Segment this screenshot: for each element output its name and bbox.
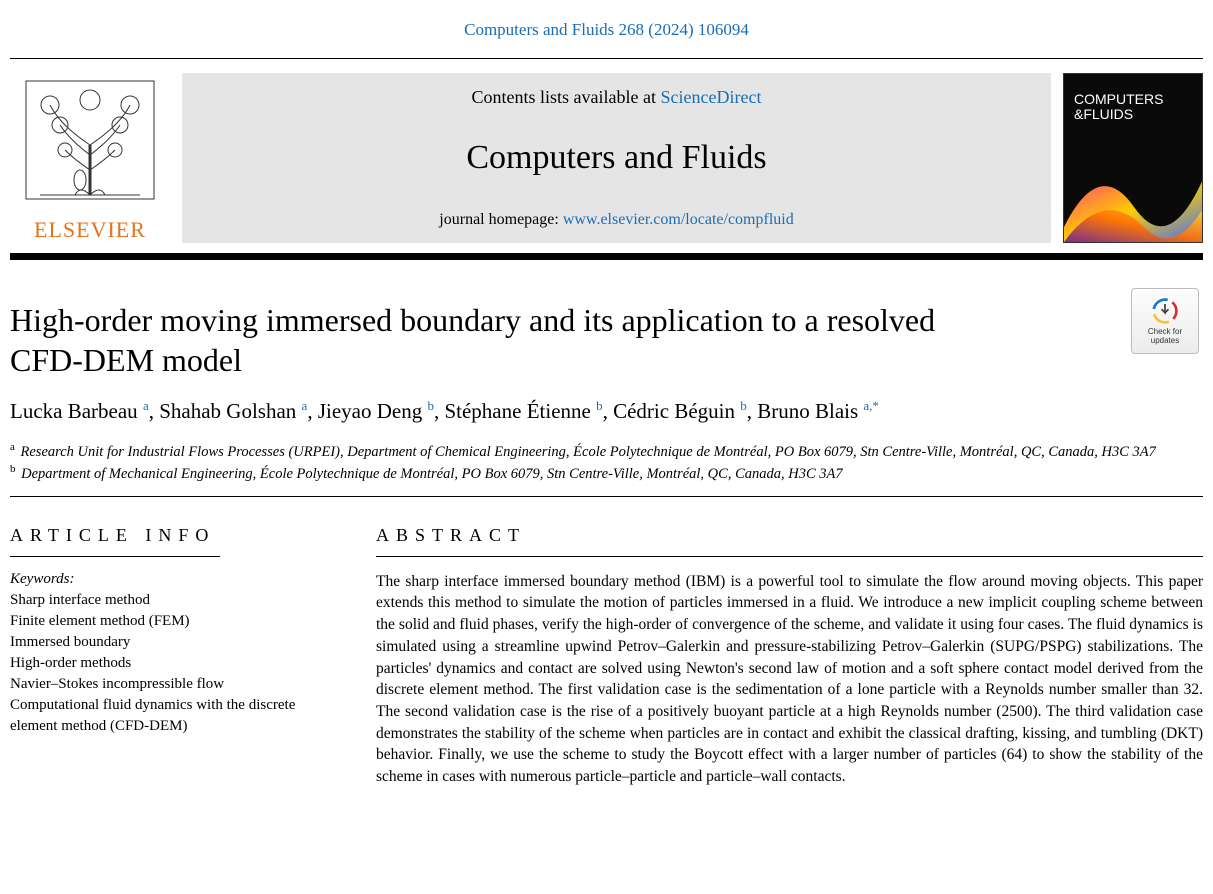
affiliation: a Research Unit for Industrial Flows Pro… <box>10 440 1203 462</box>
abstract-column: ABSTRACT The sharp interface immersed bo… <box>376 525 1203 788</box>
abstract-rule <box>376 556 1203 557</box>
cover-image: COMPUTERS &FLUIDS <box>1063 73 1203 243</box>
author: Cédric Béguin b <box>613 399 747 423</box>
authors: Lucka Barbeau a, Shahab Golshan a, Jieya… <box>10 396 1203 428</box>
contents-line: Contents lists available at ScienceDirec… <box>472 87 762 108</box>
sciencedirect-link[interactable]: ScienceDirect <box>661 87 762 107</box>
check-updates-line2: updates <box>1151 336 1179 345</box>
author: Jieyao Deng b <box>318 399 434 423</box>
running-head-citation: 268 (2024) 106094 <box>619 20 749 39</box>
abstract-text: The sharp interface immersed boundary me… <box>376 571 1203 788</box>
cover-title-line2: &FLUIDS <box>1074 106 1133 122</box>
author: Bruno Blais a,* <box>757 399 879 423</box>
article-title: High-order moving immersed boundary and … <box>10 300 1010 380</box>
journal-cover: COMPUTERS &FLUIDS <box>1063 73 1203 243</box>
homepage-prefix: journal homepage: <box>439 211 563 228</box>
affiliations: a Research Unit for Industrial Flows Pro… <box>10 440 1203 484</box>
running-head-link[interactable]: Computers and Fluids 268 (2024) 106094 <box>464 20 749 39</box>
running-head: Computers and Fluids 268 (2024) 106094 <box>10 20 1203 40</box>
keywords-label: Keywords: <box>10 571 340 588</box>
author: Shahab Golshan a <box>159 399 307 423</box>
homepage-link[interactable]: www.elsevier.com/locate/compfluid <box>563 211 794 228</box>
author: Lucka Barbeau a <box>10 399 149 423</box>
contents-prefix: Contents lists available at <box>472 87 661 107</box>
running-head-journal: Computers and Fluids <box>464 20 614 39</box>
author-affil-mark[interactable]: a,* <box>860 398 879 413</box>
check-updates-line1: Check for <box>1148 327 1182 336</box>
keywords-list: Sharp interface methodFinite element met… <box>10 590 340 737</box>
cover-title-line1: COMPUTERS <box>1074 92 1163 107</box>
homepage-line: journal homepage: www.elsevier.com/locat… <box>439 211 793 229</box>
article-info-rule <box>10 556 220 557</box>
cover-art-icon <box>1064 147 1203 242</box>
author: Stéphane Étienne b <box>444 399 602 423</box>
cover-title: COMPUTERS &FLUIDS <box>1074 92 1163 123</box>
author-affil-mark[interactable]: b <box>593 398 603 413</box>
title-block: High-order moving immersed boundary and … <box>10 300 1203 484</box>
keyword: Sharp interface method <box>10 590 340 611</box>
check-updates-badge[interactable]: Check forupdates <box>1131 288 1199 354</box>
crossmark-icon <box>1151 297 1179 325</box>
article-info-heading: ARTICLE INFO <box>10 525 340 546</box>
abstract-heading: ABSTRACT <box>376 525 1203 546</box>
thick-rule <box>10 253 1203 260</box>
article-info-column: ARTICLE INFO Keywords: Sharp interface m… <box>10 525 340 788</box>
keyword: Finite element method (FEM) <box>10 611 340 632</box>
masthead-center: Contents lists available at ScienceDirec… <box>182 73 1051 243</box>
masthead: ELSEVIER Contents lists available at Sci… <box>10 59 1203 243</box>
elsevier-tree-icon <box>20 75 160 215</box>
author-affil-mark[interactable]: b <box>737 398 747 413</box>
journal-name: Computers and Fluids <box>466 139 766 177</box>
thin-rule <box>10 496 1203 497</box>
author-affil-mark[interactable]: a <box>140 398 149 413</box>
affiliation: b Department of Mechanical Engineering, … <box>10 462 1203 484</box>
keyword: Immersed boundary <box>10 632 340 653</box>
publisher-name: ELSEVIER <box>34 217 146 243</box>
keyword: Computational fluid dynamics with the di… <box>10 695 340 737</box>
author-affil-mark[interactable]: b <box>424 398 434 413</box>
keyword: High-order methods <box>10 653 340 674</box>
author-affil-mark[interactable]: a <box>298 398 307 413</box>
publisher-logo-block: ELSEVIER <box>10 73 170 243</box>
keyword: Navier–Stokes incompressible flow <box>10 674 340 695</box>
